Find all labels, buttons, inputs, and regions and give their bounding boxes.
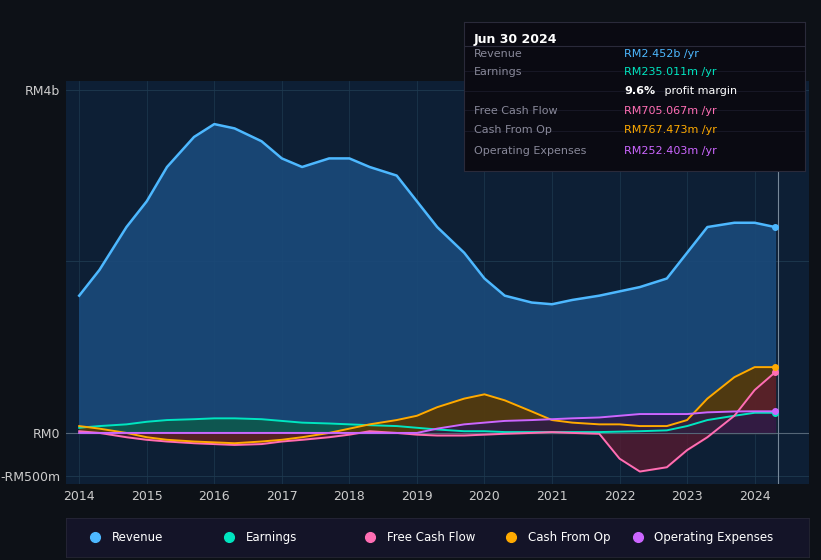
Text: RM235.011m /yr: RM235.011m /yr <box>624 67 717 77</box>
Text: Free Cash Flow: Free Cash Flow <box>474 105 557 115</box>
Text: RM705.067m /yr: RM705.067m /yr <box>624 105 717 115</box>
Text: Cash From Op: Cash From Op <box>528 531 610 544</box>
Text: Revenue: Revenue <box>112 531 163 544</box>
Text: RM2.452b /yr: RM2.452b /yr <box>624 49 699 59</box>
Text: RM767.473m /yr: RM767.473m /yr <box>624 125 717 135</box>
Text: Free Cash Flow: Free Cash Flow <box>387 531 475 544</box>
Text: Jun 30 2024: Jun 30 2024 <box>474 33 557 46</box>
Text: 9.6%: 9.6% <box>624 86 655 96</box>
Text: RM252.403m /yr: RM252.403m /yr <box>624 146 717 156</box>
Text: Revenue: Revenue <box>474 49 523 59</box>
Text: profit margin: profit margin <box>662 86 737 96</box>
Text: Earnings: Earnings <box>474 67 523 77</box>
Text: Cash From Op: Cash From Op <box>474 125 552 135</box>
Text: Operating Expenses: Operating Expenses <box>474 146 586 156</box>
Text: Operating Expenses: Operating Expenses <box>654 531 773 544</box>
Text: Earnings: Earnings <box>245 531 297 544</box>
